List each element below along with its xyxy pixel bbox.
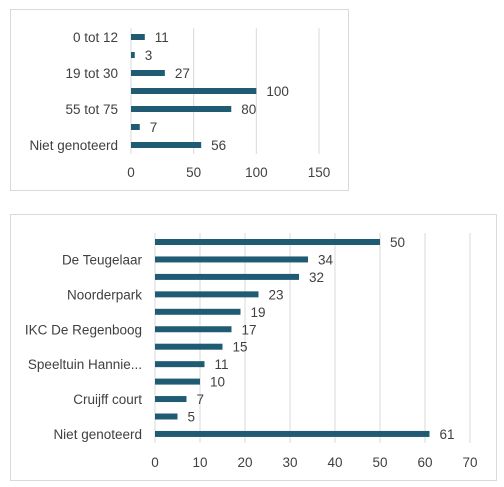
data-label: 32 (309, 270, 324, 285)
data-label: 19 (251, 305, 266, 320)
bar (155, 273, 299, 280)
bar (155, 378, 200, 385)
age-chart: 0 50 100 150 11 0 tot 12 3 27 19 tot 30 100 80 55 t… (29, 28, 331, 180)
x-tick-label: 0 (127, 165, 135, 180)
age-chart-panel: 0 50 100 150 11 0 tot 12 3 27 19 tot 30 100 80 55 t… (10, 9, 349, 191)
bar (155, 343, 223, 350)
x-tick-label: 60 (417, 455, 432, 470)
bar (131, 124, 140, 130)
data-label: 23 (269, 287, 284, 302)
category-label: 19 tot 30 (65, 66, 118, 81)
bar (131, 52, 135, 58)
x-tick-label: 40 (327, 455, 342, 470)
x-tick-label: 10 (192, 455, 207, 470)
category-label: Cruijff court (73, 392, 142, 407)
data-label: 11 (155, 30, 169, 45)
data-label: 100 (266, 84, 289, 99)
bar (131, 142, 202, 148)
bar (155, 256, 308, 263)
category-label: 55 tot 75 (65, 102, 118, 117)
location-chart-panel: 0 10 20 30 40 50 60 70 50 34 De Teugelaar 32 23 Noord… (10, 214, 497, 481)
category-label: De Teugelaar (62, 252, 143, 267)
data-label: 7 (197, 392, 205, 407)
bar (155, 361, 205, 368)
category-label: IKC De Regenboog (25, 322, 142, 337)
category-label: Speeltuin Hannie... (28, 357, 142, 372)
bar (155, 430, 430, 437)
x-tick-label: 20 (237, 455, 252, 470)
category-label: Noorderpark (67, 287, 142, 302)
category-label: Niet genoteerd (29, 138, 118, 153)
x-tick-label: 50 (372, 455, 387, 470)
bar (155, 396, 187, 403)
data-label: 3 (145, 48, 153, 63)
x-tick-label: 30 (282, 455, 297, 470)
location-chart: 0 10 20 30 40 50 60 70 50 34 De Teugelaar 32 23 Noord… (25, 233, 478, 470)
data-label: 7 (150, 120, 158, 135)
x-tick-label: 0 (151, 455, 159, 470)
data-label: 34 (318, 252, 334, 267)
bar (131, 70, 165, 76)
data-label: 50 (390, 235, 405, 250)
data-label: 5 (188, 410, 196, 425)
data-label: 15 (233, 340, 248, 355)
data-label: 61 (440, 427, 455, 442)
x-tick-label: 50 (186, 165, 201, 180)
bar (131, 34, 145, 40)
bar (155, 239, 380, 245)
data-label: 80 (241, 102, 256, 117)
data-label: 11 (215, 357, 229, 372)
bar (155, 326, 232, 333)
data-label: 27 (175, 66, 190, 81)
bar (155, 413, 178, 420)
data-label: 17 (242, 322, 257, 337)
data-label: 10 (210, 375, 225, 390)
bar (131, 88, 257, 94)
category-label: 0 tot 12 (73, 30, 118, 45)
bar (131, 106, 232, 112)
x-tick-label: 150 (308, 165, 331, 180)
bar (155, 291, 259, 298)
data-label: 56 (211, 138, 226, 153)
category-label: Niet genoteerd (53, 427, 142, 442)
x-tick-label: 70 (462, 455, 477, 470)
bar (155, 308, 241, 315)
x-tick-label: 100 (245, 165, 268, 180)
